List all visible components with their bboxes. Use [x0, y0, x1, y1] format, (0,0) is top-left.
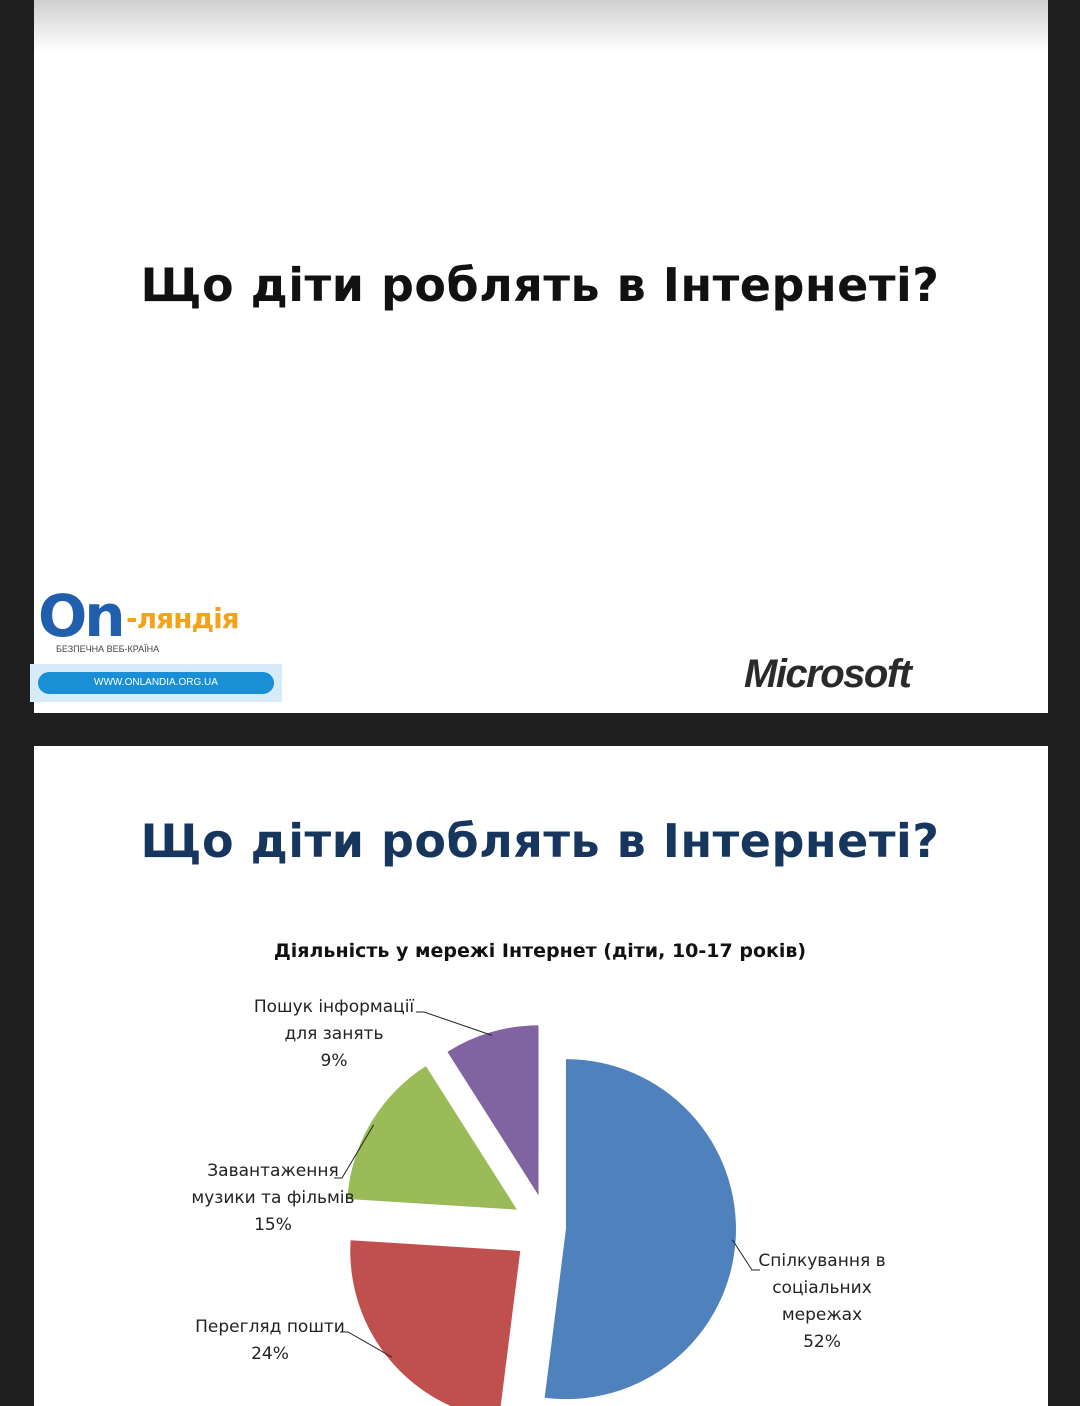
pie-slice-label-line: соціальних [772, 1278, 872, 1298]
pie-slice-value-label: 9% [320, 1051, 348, 1071]
logo-brand-suffix: -ляндія [126, 602, 240, 635]
pie-slice [347, 1066, 518, 1210]
logo-url-link[interactable]: WWW.ONLANDIA.ORG.UA [38, 672, 274, 694]
pie-leader-line [334, 1124, 375, 1179]
pie-slice-label: Завантаження музики та фільмів 15% [163, 1158, 383, 1239]
slide-2-title: Що діти роблять в Інтернеті? [140, 814, 940, 868]
pie-slice-label-line: музики та фільмів [191, 1188, 355, 1208]
microsoft-logo: Microsoft [744, 652, 912, 696]
pie-slice [447, 1025, 539, 1196]
slide-2 [34, 746, 1048, 1406]
pie-slice-value-label: 15% [254, 1215, 292, 1235]
slide-1 [34, 0, 1048, 713]
pie-slice-label-line: Спілкування в [758, 1251, 886, 1271]
logo-tagline: БЕЗПЕЧНА ВЕБ-КРАЇНА [56, 644, 160, 654]
chart-title: Діяльність у мережі Інтернет (діти, 10-1… [273, 940, 807, 962]
slide-top-shadow [34, 0, 1048, 52]
pie-slice-value-label: 52% [803, 1332, 841, 1352]
logo-brand-main: On [38, 582, 126, 650]
pie-slice [350, 1240, 521, 1406]
pie-leader-line [731, 1239, 760, 1271]
pie-slice-label: Пошук інформації для занять 9% [224, 994, 444, 1075]
logo-url-bar: WWW.ONLANDIA.ORG.UA [30, 664, 282, 702]
onlandia-logo: On -ляндія БЕЗПЕЧНА ВЕБ-КРАЇНА WWW.ONLAN… [30, 580, 282, 704]
pie-leader-line [416, 1011, 493, 1036]
pie-slice-label-line: Перегляд пошти [195, 1317, 345, 1337]
pie-slice [544, 1059, 736, 1400]
pie-slice-label-line: Завантаження [207, 1161, 339, 1181]
pie-slice-label-line: для занять [284, 1024, 384, 1044]
pie-leader-line [340, 1331, 393, 1358]
slide-1-title: Що діти роблять в Інтернеті? [140, 258, 940, 312]
pie-slice-label: Перегляд пошти 24% [160, 1314, 380, 1368]
pie-slice-value-label: 24% [251, 1344, 289, 1364]
pie-slice-label-line: Пошук інформації [253, 997, 415, 1017]
pie-slice-label: Спілкування в соціальних мережах 52% [712, 1248, 932, 1356]
pie-slice-label-line: мережах [781, 1305, 863, 1325]
